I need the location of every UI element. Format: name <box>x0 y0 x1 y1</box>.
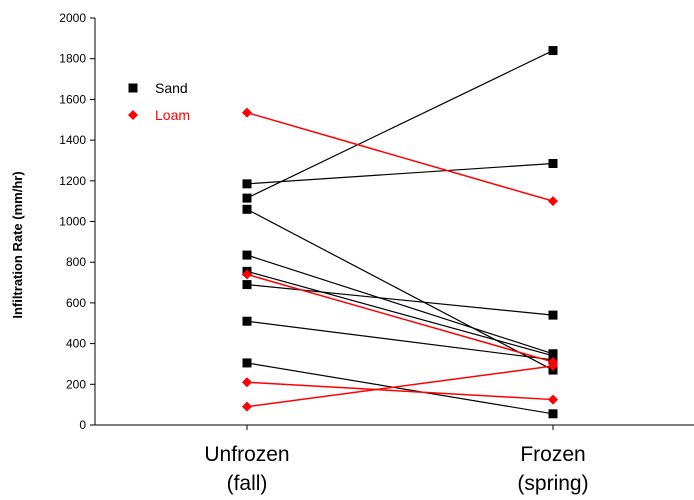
loam-point <box>242 401 252 412</box>
loam-point <box>548 360 558 371</box>
loam-legend-marker <box>128 110 138 120</box>
sand-series-line <box>246 254 554 355</box>
y-tick-label: 1000 <box>59 215 86 229</box>
sand-point <box>242 204 252 214</box>
sand-point <box>242 250 252 260</box>
y-tick-label: 600 <box>66 296 86 310</box>
y-tick-label: 400 <box>66 337 86 351</box>
loam-legend-label: Loam <box>155 107 190 123</box>
loam-point <box>548 196 558 207</box>
sand-series-line <box>246 362 554 415</box>
loam-series-line <box>246 381 554 401</box>
sand-point <box>548 310 558 320</box>
sand-point <box>242 316 252 326</box>
y-tick-label: 1800 <box>59 52 86 66</box>
loam-point <box>242 377 252 388</box>
sand-point <box>242 280 252 290</box>
y-tick-label: 0 <box>79 418 86 432</box>
sand-point <box>548 409 558 419</box>
x-category-label: Unfrozen (fall) <box>204 443 289 495</box>
loam-series-line <box>246 273 554 363</box>
sand-point <box>548 46 558 56</box>
sand-point <box>242 193 252 203</box>
legend: Sand Loam <box>128 80 190 123</box>
y-tick-label: 1400 <box>59 133 86 147</box>
loam-point <box>242 269 252 280</box>
loam-point <box>548 394 558 405</box>
sand-legend-label: Sand <box>155 80 188 96</box>
sand-series-line <box>246 208 554 371</box>
sand-series-line <box>246 162 554 185</box>
y-tick-label: 2000 <box>59 11 86 25</box>
loam-point <box>242 107 252 118</box>
sand-point <box>242 179 252 189</box>
series-lines <box>246 50 554 415</box>
x-category-label: Frozen (spring) <box>517 443 588 495</box>
loam-series-line <box>246 365 554 408</box>
y-tick-label: 1600 <box>59 92 86 106</box>
x-category-labels: Unfrozen (fall) Frozen (spring) <box>204 443 588 495</box>
sand-point <box>548 159 558 169</box>
y-tick-label: 1200 <box>59 174 86 188</box>
loam-series-line <box>246 111 554 202</box>
sand-series-line <box>246 270 554 357</box>
y-tick-label: 800 <box>66 255 86 269</box>
y-tick-labels: 0 200 400 600 800 1000 1200 1400 1600 1800 2000 <box>59 11 86 432</box>
y-axis-label: Infiltration Rate (mm/hr) <box>10 171 25 318</box>
sand-legend-marker <box>128 83 138 93</box>
sand-series-line <box>246 320 554 361</box>
sand-series-line <box>246 50 554 199</box>
series-markers <box>242 46 558 419</box>
sand-point <box>242 358 252 368</box>
axes <box>90 17 694 430</box>
y-tick-label: 200 <box>66 377 86 391</box>
